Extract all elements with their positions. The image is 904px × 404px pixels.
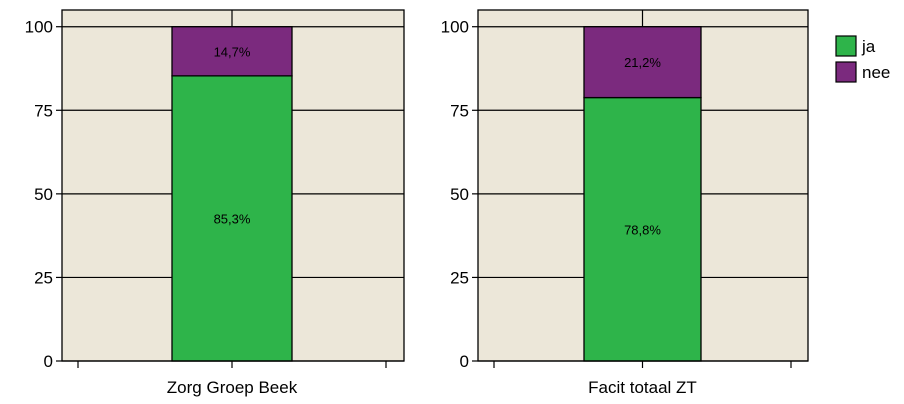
y-tick-label-75: 75: [34, 101, 53, 120]
data-label-nee: 14,7%: [214, 44, 251, 59]
y-tick-label-50: 50: [34, 185, 53, 204]
data-label-ja: 78,8%: [624, 222, 661, 237]
category-label: Zorg Groep Beek: [167, 378, 298, 397]
plot-frame: [61, 9, 405, 362]
y-tick-label-25: 25: [450, 268, 469, 287]
y-tick-label-0: 0: [460, 352, 469, 371]
chart-panels: 85,3% 14,7% 0 25 50 75 100 Zorg Groep Beek 78,8%…: [25, 9, 809, 397]
bar-segment-ja: [171, 75, 293, 362]
y-tick-label-100: 100: [441, 18, 469, 37]
chart-panel-2: 78,8% 21,2% 0 25 50 75 100 Facit totaal ZT: [441, 9, 809, 397]
legend-swatch-ja: [835, 35, 857, 57]
y-tick-label-100: 100: [25, 18, 53, 37]
chart-panel-1: 85,3% 14,7% 0 25 50 75 100 Zorg Groep Beek: [25, 9, 405, 397]
legend: ja nee: [835, 35, 890, 83]
bar-segment-ja: [583, 96, 702, 362]
y-tick-label-25: 25: [34, 268, 53, 287]
y-tick-label-0: 0: [44, 352, 53, 371]
category-label: Facit totaal ZT: [588, 378, 697, 397]
legend-label-ja: ja: [861, 37, 876, 56]
bar-segment-nee: [171, 26, 293, 77]
data-label-nee: 21,2%: [624, 55, 661, 70]
y-tick-label-50: 50: [450, 185, 469, 204]
legend-label-nee: nee: [862, 63, 890, 82]
legend-swatch-nee: [835, 61, 857, 83]
y-tick-label-75: 75: [450, 101, 469, 120]
bar-segment-nee: [583, 26, 702, 99]
data-label-ja: 85,3%: [214, 211, 251, 226]
